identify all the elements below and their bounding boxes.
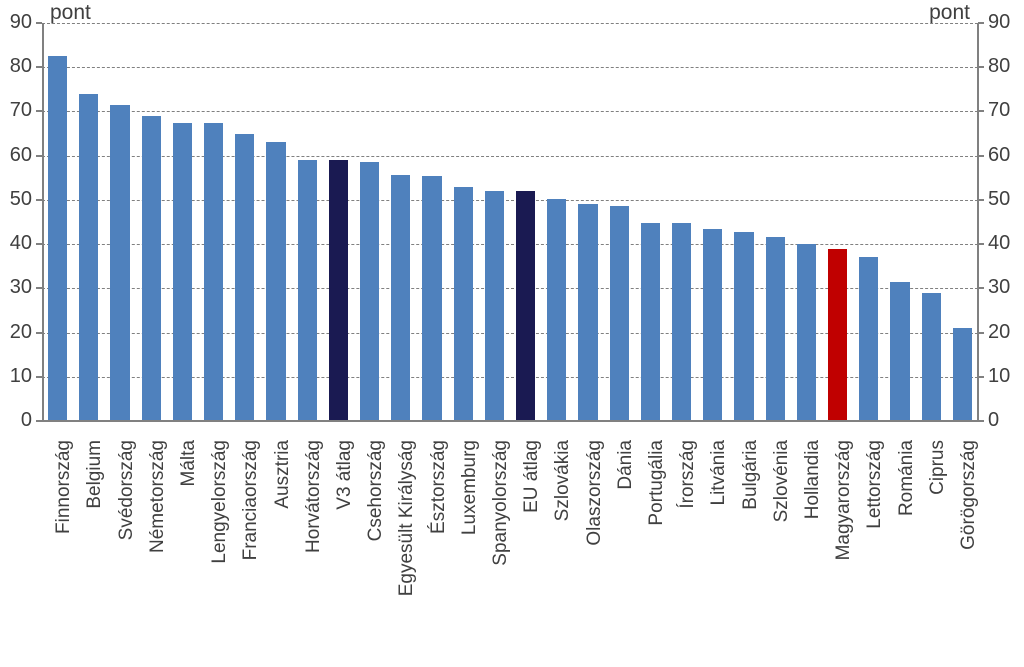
y-axis-title-right: pont [929, 1, 970, 25]
y-tick-label-right: 80 [988, 55, 1010, 78]
bar [641, 223, 660, 421]
bar [672, 223, 691, 421]
y-tick-label-left: 80 [0, 55, 32, 78]
x-tick-label: EU átlag [521, 440, 543, 660]
y-tick-label-left: 30 [0, 276, 32, 299]
bar [360, 162, 379, 421]
bar [391, 175, 410, 421]
bar [578, 204, 597, 421]
bar [734, 232, 753, 421]
x-tick-label: Görögország [958, 440, 980, 660]
x-tick-label: Franciaország [240, 440, 262, 660]
x-tick-label: Ciprus [927, 440, 949, 660]
y-tick-label-right: 30 [988, 276, 1010, 299]
bar [48, 56, 67, 421]
x-tick-label: V3 átlag [334, 440, 356, 660]
y-tick-label-left: 60 [0, 144, 32, 167]
y-tick-label-left: 70 [0, 99, 32, 122]
bar [266, 142, 285, 421]
y-tick-label-right: 10 [988, 365, 1010, 388]
y-tick-label-right: 40 [988, 232, 1010, 255]
y-tick-label-right: 0 [988, 409, 999, 432]
y-tick-label-right: 50 [988, 188, 1010, 211]
bar [298, 160, 317, 421]
y-tick-mark [978, 199, 984, 201]
bar [953, 328, 972, 421]
bar [235, 134, 254, 421]
y-tick-mark [978, 287, 984, 289]
y-axis-title-left: pont [50, 1, 91, 25]
bar [922, 293, 941, 421]
bar [485, 191, 504, 421]
x-tick-label: Málta [178, 440, 200, 660]
bar [703, 229, 722, 421]
x-tick-label: Luxemburg [459, 440, 481, 660]
bar [454, 187, 473, 421]
y-tick-label-left: 40 [0, 232, 32, 255]
y-tick-label-right: 70 [988, 99, 1010, 122]
bar [79, 94, 98, 421]
plot-area [42, 23, 978, 421]
y-tick-label-left: 50 [0, 188, 32, 211]
x-tick-label: Horvátország [303, 440, 325, 660]
bar [110, 105, 129, 421]
x-tick-label: Magyarország [833, 440, 855, 660]
x-tick-label: Észtország [428, 440, 450, 660]
x-tick-label: Ausztria [272, 440, 294, 660]
bar [797, 244, 816, 421]
bar [142, 116, 161, 421]
x-tick-label: Románia [896, 440, 918, 660]
x-tick-label: Egyesült Királyság [396, 440, 418, 660]
bar [828, 249, 847, 421]
x-axis-baseline [42, 420, 978, 422]
bars-container [42, 23, 978, 421]
bar [204, 123, 223, 422]
y-tick-label-left: 20 [0, 321, 32, 344]
y-tick-label-left: 90 [0, 11, 32, 34]
y-tick-mark [978, 110, 984, 112]
x-tick-label: Olaszország [584, 440, 606, 660]
x-tick-label: Szlovénia [771, 440, 793, 660]
x-tick-label: Svédország [116, 440, 138, 660]
y-tick-mark [978, 243, 984, 245]
x-tick-label: Szlovákia [552, 440, 574, 660]
bar-chart: pont pont 0 10 20 30 40 50 60 70 80 90 0 10 20 30 40 5… [0, 0, 1024, 667]
x-tick-label: Lengyelország [209, 440, 231, 660]
bar [859, 257, 878, 421]
x-tick-label: Hollandia [802, 440, 824, 660]
x-tick-label: Dánia [615, 440, 637, 660]
bar [516, 191, 535, 421]
y-tick-label-right: 90 [988, 11, 1010, 34]
x-tick-label: Írország [677, 440, 699, 660]
bar [547, 199, 566, 421]
x-tick-label: Finnország [53, 440, 75, 660]
x-tick-label: Belgium [84, 440, 106, 660]
x-tick-label: Németország [147, 440, 169, 660]
y-tick-label-right: 60 [988, 144, 1010, 167]
x-tick-label: Csehország [365, 440, 387, 660]
bar [766, 237, 785, 421]
y-tick-label-right: 20 [988, 321, 1010, 344]
x-tick-label: Bulgária [740, 440, 762, 660]
y-tick-mark [978, 22, 984, 24]
bar [329, 160, 348, 421]
x-tick-label: Litvánia [708, 440, 730, 660]
x-tick-label: Spanyolország [490, 440, 512, 660]
y-tick-mark [978, 376, 984, 378]
x-tick-label: Portugália [646, 440, 668, 660]
y-tick-label-left: 10 [0, 365, 32, 388]
y-tick-mark [978, 420, 984, 422]
bar [422, 176, 441, 421]
bar [610, 206, 629, 421]
bar [890, 282, 909, 421]
bar [173, 123, 192, 422]
y-tick-mark [978, 332, 984, 334]
y-tick-mark [978, 155, 984, 157]
y-tick-mark [978, 66, 984, 68]
y-tick-label-left: 0 [0, 409, 32, 432]
x-tick-label: Lettország [864, 440, 886, 660]
